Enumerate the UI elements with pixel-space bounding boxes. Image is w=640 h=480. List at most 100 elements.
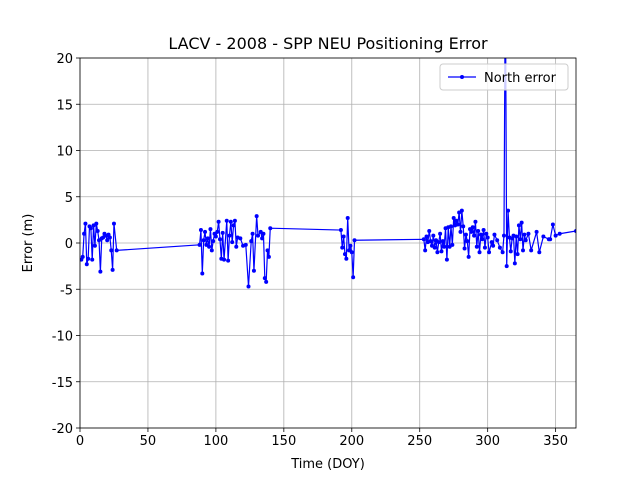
data-point	[246, 284, 251, 289]
data-point	[200, 271, 205, 276]
data-point	[238, 236, 243, 241]
data-point	[484, 231, 489, 236]
y-tick-label: -5	[60, 283, 73, 298]
x-tick-label: 150	[271, 434, 296, 449]
data-point	[338, 228, 343, 233]
data-point	[477, 250, 482, 255]
data-point	[458, 229, 463, 234]
x-tick-label: 200	[339, 434, 364, 449]
x-axis-label: Time (DOY)	[290, 457, 365, 472]
x-tick-label: 100	[203, 434, 228, 449]
data-point	[114, 248, 119, 253]
chart-title: LACV - 2008 - SPP NEU Positioning Error	[168, 34, 488, 53]
data-point	[220, 230, 225, 235]
data-point	[461, 224, 466, 229]
data-point	[209, 248, 214, 253]
data-point	[534, 229, 539, 234]
data-point	[348, 243, 353, 248]
legend-marker	[460, 75, 464, 79]
data-point	[454, 218, 459, 223]
data-point	[254, 214, 259, 219]
data-point	[345, 216, 350, 221]
data-point	[230, 240, 235, 245]
data-point	[234, 244, 239, 249]
data-point	[261, 231, 266, 236]
data-point	[205, 236, 210, 241]
data-point	[478, 232, 483, 237]
y-tick-label: 10	[56, 145, 73, 160]
data-point	[495, 238, 500, 243]
data-point	[463, 232, 468, 237]
data-point	[83, 221, 88, 226]
data-point	[451, 216, 456, 221]
data-point	[80, 254, 85, 259]
data-point	[352, 238, 357, 243]
data-point	[506, 208, 511, 213]
data-point	[482, 245, 487, 250]
y-tick-label: -20	[52, 422, 73, 437]
data-point	[473, 219, 478, 224]
y-tick-label: 15	[56, 98, 73, 113]
data-point	[198, 228, 203, 233]
data-point	[497, 245, 502, 250]
data-point	[459, 208, 464, 213]
data-point	[500, 250, 505, 255]
data-point	[211, 239, 216, 244]
x-tick-label: 0	[76, 434, 84, 449]
data-point	[442, 244, 447, 249]
data-point	[440, 239, 445, 244]
data-point	[428, 239, 433, 244]
data-point	[512, 261, 517, 266]
data-point	[435, 250, 440, 255]
x-tick-label: 300	[475, 434, 500, 449]
data-point	[462, 246, 467, 251]
data-point	[94, 221, 99, 226]
x-tick-label: 350	[543, 434, 568, 449]
data-point	[92, 243, 97, 248]
x-tick-label: 50	[140, 434, 157, 449]
data-point	[98, 269, 103, 274]
data-point	[216, 219, 221, 224]
data-point	[518, 237, 523, 242]
data-point	[469, 229, 474, 234]
data-point	[107, 235, 112, 240]
data-point	[105, 238, 110, 243]
data-point	[427, 228, 432, 233]
data-point	[344, 256, 349, 261]
data-point	[224, 218, 229, 223]
data-point	[111, 221, 116, 226]
ticks: 0 50 100 150 200 250 300 350 -20 -15 -10 -5 0 5 10 15 20	[52, 52, 568, 449]
data-point	[489, 240, 494, 245]
data-point	[432, 245, 437, 250]
legend-label: North error	[484, 71, 557, 86]
data-point	[444, 257, 449, 262]
data-point	[260, 236, 265, 241]
data-point	[514, 234, 519, 239]
data-point	[470, 225, 475, 230]
data-point	[203, 229, 208, 234]
data-point	[201, 238, 206, 243]
data-point	[421, 237, 426, 242]
data-point	[439, 249, 444, 254]
data-point	[523, 238, 528, 243]
data-point	[480, 237, 485, 242]
data-point	[557, 231, 562, 236]
data-point	[256, 233, 261, 238]
legend: North error	[439, 63, 569, 91]
data-point	[448, 224, 453, 229]
data-point	[222, 257, 227, 262]
data-point	[226, 258, 231, 263]
y-tick-label: 20	[56, 52, 73, 67]
x-tick-label: 250	[407, 434, 432, 449]
data-point	[268, 226, 273, 231]
data-point	[501, 233, 506, 238]
data-point	[215, 229, 220, 234]
data-point	[227, 233, 232, 238]
data-point	[465, 239, 470, 244]
data-point	[232, 218, 237, 223]
data-point	[476, 228, 481, 233]
data-point	[550, 222, 555, 227]
data-point	[208, 227, 213, 232]
data-point	[548, 237, 553, 242]
